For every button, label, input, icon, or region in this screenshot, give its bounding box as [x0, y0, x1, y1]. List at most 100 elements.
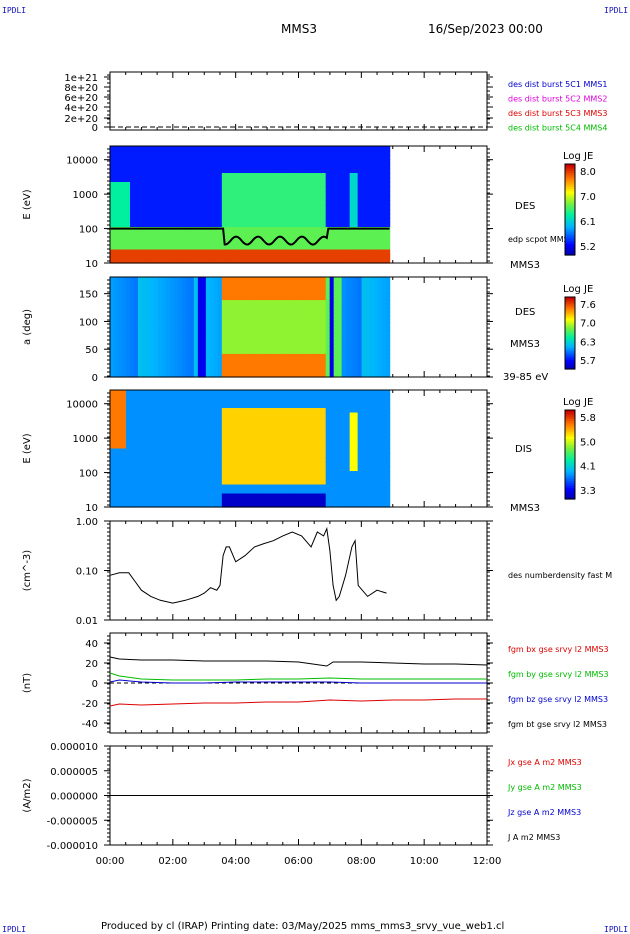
heatmap-cell: [249, 296, 255, 301]
heatmap-cell: [209, 311, 215, 317]
heatmap-cell: [209, 164, 215, 170]
heatmap-cell: [369, 357, 375, 363]
heatmap-cell: [145, 426, 151, 432]
heatmap-cell: [301, 357, 307, 363]
heatmap-cell: [113, 277, 119, 282]
heatmap-cell: [241, 417, 247, 423]
heatmap-cell: [225, 408, 231, 414]
heatmap-cell: [277, 150, 283, 156]
heatmap-cell: [293, 236, 299, 242]
heatmap-cell: [125, 186, 131, 192]
heatmap-cell: [121, 471, 127, 477]
heatmap-cell: [121, 342, 127, 347]
heatmap-cell: [377, 173, 383, 179]
heatmap-cell: [285, 236, 291, 242]
heatmap-cell: [177, 350, 183, 355]
heatmap-cell: [125, 338, 131, 343]
heatmap-cell: [181, 213, 187, 219]
heatmap-cell: [213, 177, 219, 183]
heatmap-cell: [205, 444, 211, 450]
heatmap-cell: [241, 173, 247, 179]
heatmap-cell: [237, 177, 243, 183]
heatmap-cell: [257, 277, 263, 282]
heatmap-cell: [161, 350, 167, 355]
heatmap-cell: [237, 182, 243, 188]
heatmap-cell: [341, 195, 347, 201]
heatmap-cell: [305, 254, 311, 260]
heatmap-cell: [141, 222, 147, 228]
heatmap-cell: [205, 240, 211, 246]
heatmap-cell: [245, 390, 251, 396]
heatmap-cell: [341, 277, 347, 282]
heatmap-cell: [309, 200, 315, 206]
heatmap-cell: [145, 303, 151, 309]
heatmap-cell: [177, 173, 183, 179]
heatmap-cell: [177, 182, 183, 188]
heatmap-cell: [341, 292, 347, 297]
heatmap-cell: [129, 213, 135, 219]
heatmap-cell: [381, 231, 387, 237]
heatmap-cell: [329, 292, 335, 297]
heatmap-cell: [233, 311, 239, 317]
heatmap-cell: [269, 361, 275, 367]
heatmap-cell: [173, 292, 179, 297]
heatmap-cell: [145, 296, 151, 301]
heatmap-cell: [177, 323, 183, 328]
heatmap-cell: [285, 330, 291, 336]
heatmap-cell: [325, 159, 331, 165]
heatmap-cell: [289, 227, 295, 233]
heatmap-cell: [117, 240, 123, 246]
heatmap-cell: [365, 311, 371, 317]
heatmap-cell: [221, 245, 227, 251]
heatmap-cell: [237, 334, 243, 340]
heatmap-cell: [273, 146, 279, 152]
heatmap-cell: [369, 200, 375, 206]
heatmap-cell: [353, 311, 359, 317]
heatmap-cell: [333, 319, 339, 324]
heatmap-cell: [149, 361, 155, 367]
heatmap-cell: [117, 462, 123, 468]
heatmap-cell: [225, 435, 231, 441]
heatmap-cell: [113, 292, 119, 297]
heatmap-cell: [305, 159, 311, 165]
heatmap-cell: [269, 330, 275, 336]
heatmap-cell: [193, 444, 199, 450]
heatmap-cell: [249, 146, 255, 152]
heatmap-cell: [197, 353, 203, 359]
heatmap-cell: [229, 182, 235, 188]
heatmap-cell: [217, 373, 223, 378]
heatmap-cell: [381, 173, 387, 179]
heatmap-cell: [309, 231, 315, 237]
heatmap-cell: [221, 421, 227, 427]
heatmap-cell: [277, 245, 283, 251]
heatmap-cell: [157, 204, 163, 210]
heatmap-cell: [161, 236, 167, 242]
heatmap-cell: [369, 249, 375, 255]
heatmap-cell: [333, 182, 339, 188]
heatmap-cell: [237, 204, 243, 210]
heatmap-cell: [309, 323, 315, 328]
heatmap-cell: [173, 150, 179, 156]
heatmap-cell: [129, 280, 135, 286]
heatmap-cell: [169, 327, 175, 332]
heatmap-cell: [137, 236, 143, 242]
heatmap-cell: [301, 319, 307, 324]
heatmap-cell: [141, 288, 147, 293]
heatmap-cell: [189, 168, 195, 174]
heatmap-cell: [177, 300, 183, 305]
heatmap-cell: [221, 439, 227, 445]
heatmap-cell: [241, 330, 247, 336]
heatmap-cell: [221, 457, 227, 463]
heatmap-cell: [145, 209, 151, 215]
heatmap-cell: [329, 338, 335, 343]
heatmap-cell: [161, 288, 167, 293]
heatmap-cell: [277, 342, 283, 347]
heatmap-cell: [141, 448, 147, 454]
heatmap-cell: [381, 334, 387, 340]
heatmap-cell: [245, 330, 251, 336]
heatmap-cell: [121, 430, 127, 436]
heatmap-cell: [257, 258, 263, 264]
heatmap-cell: [189, 466, 195, 472]
heatmap-cell: [177, 218, 183, 224]
heatmap-cell: [373, 346, 379, 351]
